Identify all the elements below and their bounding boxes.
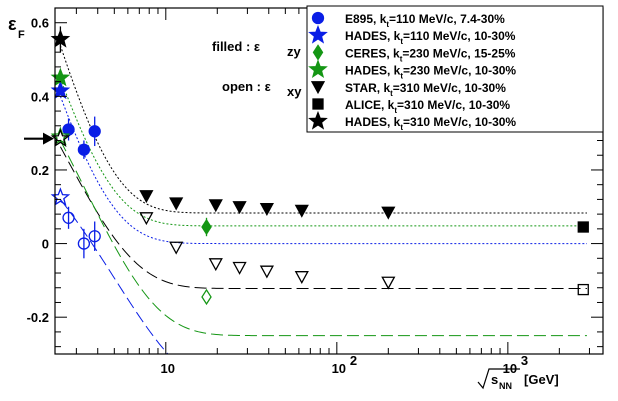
fit-curve: [59, 140, 587, 337]
data-point: [169, 197, 184, 211]
legend-label: E895, kt=110 MeV/c, 7.4-30%: [345, 12, 505, 29]
y-axis-title: ε F: [8, 14, 25, 41]
data-point: [169, 241, 184, 255]
data-point: [77, 143, 91, 156]
fit-curve: [59, 146, 587, 289]
data-point: [50, 128, 71, 148]
left-arrow-indicator: [24, 132, 54, 145]
legend-entry: CERES, kt=230 MeV/c, 15-25%: [312, 44, 516, 63]
legend-entry: ALICE, kt=310 MeV/c, 10-30%: [312, 98, 510, 115]
x-axis-title-units: [GeV]: [524, 372, 559, 387]
legend-marker: [308, 59, 328, 78]
series-star-filled: [50, 26, 71, 53]
data-point: [208, 258, 223, 272]
legend-label: HADES, kt=310 MeV/c, 10-30%: [345, 115, 516, 132]
data-point: [201, 218, 212, 236]
data-point: [294, 204, 309, 218]
legend: E895, kt=110 MeV/c, 7.4-30%HADES, kt=110…: [306, 5, 604, 133]
data-point: [259, 202, 274, 216]
legend-label: STAR, kt=310 MeV/c, 10-30%: [345, 81, 506, 98]
legend-entry: HADES, kt=110 MeV/c, 10-30%: [308, 24, 516, 46]
x-tick-exponent: 3: [521, 353, 528, 368]
x-tick-exponent: 2: [350, 353, 357, 368]
y-axis-title-main: ε: [8, 14, 17, 34]
legend-marker: [308, 110, 328, 130]
legend-label: HADES, kt=230 MeV/c, 10-30%: [345, 64, 516, 81]
legend-marker: [311, 11, 325, 25]
y-tick-label: 0.6: [31, 16, 49, 31]
series-square-open: [577, 283, 589, 296]
data-point: [62, 123, 75, 136]
data-point: [381, 206, 396, 220]
legend-marker: [308, 24, 328, 44]
legend-marker: [310, 81, 326, 95]
x-tick-label: 10: [332, 361, 346, 376]
fit-curve: [59, 78, 587, 227]
data-point: [50, 187, 71, 206]
y-tick-label: 0.2: [31, 163, 49, 178]
x-axis-title-sub: NN: [499, 381, 512, 391]
data-point: [208, 199, 223, 213]
sqrt-symbol: [477, 368, 520, 390]
y-tick-label: 0.4: [31, 89, 50, 104]
data-point: [577, 283, 589, 296]
legend-label: ALICE, kt=310 MeV/c, 10-30%: [345, 98, 510, 115]
annotation-open: open : ε xy: [222, 79, 302, 99]
series-triangle-down-open: [139, 212, 396, 290]
data-point: [88, 230, 101, 243]
data-point: [201, 288, 212, 306]
x-tick-label: 10: [161, 361, 175, 376]
y-axis-title-sub: F: [18, 29, 25, 41]
fit-curve: [59, 45, 587, 214]
series-star-open: [50, 128, 71, 148]
legend-label: CERES, kt=230 MeV/c, 15-25%: [345, 46, 516, 63]
series-diamond-filled: [201, 217, 212, 237]
annotation-open-sub: xy: [287, 84, 302, 99]
arrow-head: [43, 132, 54, 145]
fit-curve: [59, 96, 587, 245]
data-point: [62, 211, 75, 224]
data-point: [77, 237, 91, 250]
series-star-filled: [50, 80, 71, 100]
series-star-open: [50, 187, 71, 206]
legend-marker: [312, 98, 324, 110]
data-point: [50, 28, 71, 48]
data-point: [232, 261, 247, 275]
series-triangle-down-filled: [139, 190, 396, 220]
series-circle-filled: [62, 116, 101, 159]
fit-curve: [60, 199, 169, 354]
legend-items: E895, kt=110 MeV/c, 7.4-30%HADES, kt=110…: [308, 11, 516, 132]
series-square-filled: [577, 221, 589, 233]
data-point: [294, 271, 309, 285]
data-point: [139, 190, 154, 204]
data-point: [577, 221, 589, 233]
annotation-filled-sub: zy: [287, 44, 302, 59]
fit-curves: [59, 45, 587, 354]
annotation-filled-text: filled : ε: [212, 39, 260, 54]
y-tick-label: 0: [42, 237, 49, 252]
data-point: [259, 265, 274, 279]
annotation-filled: filled : ε zy: [212, 39, 302, 59]
legend-label: HADES, kt=110 MeV/c, 10-30%: [345, 29, 516, 46]
legend-entry: E895, kt=110 MeV/c, 7.4-30%: [311, 11, 505, 29]
series-circle-open: [62, 206, 101, 259]
data-point: [50, 80, 71, 100]
x-axis-title-var: s: [491, 372, 498, 387]
legend-entry: HADES, kt=310 MeV/c, 10-30%: [308, 110, 516, 132]
series-diamond-open: [201, 288, 212, 306]
data-markers: [50, 26, 589, 306]
y-tick-label: -0.2: [27, 310, 49, 325]
data-point: [88, 125, 101, 138]
legend-box: [306, 5, 604, 133]
annotation-open-text: open : ε: [222, 79, 271, 94]
data-point: [139, 212, 154, 226]
data-point: [232, 201, 247, 215]
x-axis-title: s NN [GeV]: [477, 368, 559, 391]
legend-entry: STAR, kt=310 MeV/c, 10-30%: [310, 81, 506, 98]
data-point: [381, 276, 396, 290]
legend-entry: HADES, kt=230 MeV/c, 10-30%: [308, 59, 516, 81]
